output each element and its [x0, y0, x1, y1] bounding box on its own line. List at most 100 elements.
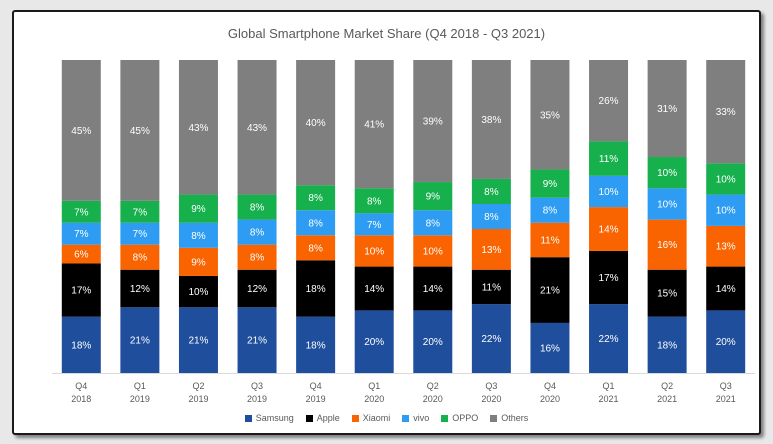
- data-label: 10%: [716, 174, 736, 185]
- chart-legend: Samsung Apple Xiaomi vivo OPPO Others: [0, 413, 773, 423]
- data-label: 17%: [599, 273, 619, 284]
- data-label: 40%: [306, 118, 326, 129]
- data-label: 10%: [657, 168, 677, 179]
- bar-segment-others: [647, 60, 687, 158]
- data-label: 20%: [364, 337, 384, 348]
- bar-segment-others: [706, 60, 746, 164]
- bar-segment-others: [354, 60, 394, 189]
- data-label: 20%: [423, 337, 443, 348]
- bar-segment-apple: [706, 266, 746, 311]
- x-tick-label-year: 2020: [364, 394, 384, 404]
- data-label: 22%: [481, 334, 501, 345]
- bar-segment-apple: [647, 269, 687, 317]
- bar-segment-vivo: [706, 194, 746, 226]
- bar-segment-oppo: [530, 169, 570, 198]
- data-label: 43%: [188, 123, 208, 134]
- x-tick-label-quarter: Q1: [368, 381, 380, 391]
- data-label: 10%: [657, 199, 677, 210]
- bar-segment-others: [413, 60, 453, 183]
- bar-segment-samsung: [354, 310, 394, 373]
- x-tick-label-quarter: Q3: [720, 381, 732, 391]
- chart-title: Global Smartphone Market Share (Q4 2018 …: [227, 26, 546, 41]
- data-label: 14%: [364, 284, 384, 295]
- data-label: 41%: [364, 120, 384, 131]
- bar-segment-samsung: [178, 307, 218, 373]
- bar-segment-samsung: [589, 304, 629, 373]
- data-label: 11%: [599, 154, 618, 165]
- bar-segment-others: [589, 60, 629, 142]
- legend-item-xiaomi: Xiaomi: [351, 413, 390, 423]
- data-label: 38%: [481, 115, 501, 126]
- bar-segment-samsung: [471, 304, 511, 373]
- legend-item-apple: Apple: [305, 413, 340, 423]
- bar-segment-xiaomi: [178, 247, 218, 276]
- data-label: 8%: [250, 253, 265, 264]
- legend-label: Others: [501, 413, 529, 423]
- data-label: 45%: [71, 126, 91, 137]
- bar-segment-vivo: [589, 175, 629, 208]
- bar-segment-vivo: [237, 219, 277, 245]
- bar-segment-xiaomi: [471, 229, 511, 270]
- bar-segment-xiaomi: [120, 244, 160, 270]
- data-label: 7%: [133, 229, 148, 240]
- data-label: 7%: [74, 229, 89, 240]
- bar-segment-xiaomi: [589, 207, 629, 251]
- data-label: 8%: [426, 218, 441, 229]
- x-tick-label-quarter: Q4: [75, 381, 87, 391]
- bar-segment-xiaomi: [237, 244, 277, 270]
- legend-swatch: [490, 414, 498, 422]
- bar-segment-oppo: [413, 182, 453, 211]
- data-label: 14%: [599, 225, 619, 236]
- legend-label: Apple: [316, 413, 340, 423]
- legend-label: Samsung: [255, 413, 294, 423]
- bar-segment-others: [61, 60, 101, 201]
- data-label: 10%: [599, 187, 619, 198]
- x-tick-label-quarter: Q1: [134, 381, 146, 391]
- data-label: 14%: [716, 284, 736, 295]
- data-label: 9%: [543, 179, 558, 190]
- bar-segment-xiaomi: [647, 219, 687, 270]
- data-label: 7%: [74, 207, 89, 218]
- bar-segment-vivo: [296, 210, 336, 236]
- data-label: 13%: [481, 245, 501, 256]
- data-label: 31%: [657, 104, 677, 115]
- bar-segment-apple: [530, 257, 570, 323]
- x-tick-label-quarter: Q2: [661, 381, 673, 391]
- bar-segment-samsung: [237, 307, 277, 373]
- bar-segment-oppo: [120, 200, 160, 223]
- data-label: 8%: [308, 218, 323, 229]
- data-label: 9%: [191, 204, 206, 215]
- x-tick-label-quarter: Q4: [544, 381, 556, 391]
- x-tick-label-year: 2018: [71, 394, 91, 404]
- x-tick-label-year: 2020: [423, 394, 443, 404]
- x-tick-label-year: 2021: [716, 394, 736, 404]
- data-label: 21%: [188, 336, 208, 347]
- data-label: 12%: [130, 284, 150, 295]
- bar-segment-xiaomi: [61, 244, 101, 264]
- data-label: 21%: [130, 336, 150, 347]
- data-label: 7%: [367, 220, 382, 231]
- x-tick-label-quarter: Q3: [251, 381, 263, 391]
- data-label: 8%: [484, 212, 499, 223]
- x-tick-label-year: 2019: [130, 394, 150, 404]
- bar-segment-xiaomi: [354, 235, 394, 267]
- bar-segment-samsung: [413, 310, 453, 373]
- bar-segment-others: [120, 60, 160, 201]
- data-label: 22%: [599, 334, 619, 345]
- data-label: 8%: [133, 253, 148, 264]
- data-label: 8%: [191, 231, 206, 242]
- bar-segment-others: [471, 60, 511, 179]
- legend-swatch: [402, 414, 410, 422]
- bar-segment-vivo: [413, 210, 453, 236]
- bar-segment-oppo: [589, 141, 629, 176]
- data-label: 8%: [543, 206, 558, 217]
- legend-item-oppo: OPPO: [441, 413, 478, 423]
- data-label: 33%: [716, 107, 736, 118]
- x-tick-label-year: 2020: [540, 394, 560, 404]
- bar-segment-oppo: [296, 185, 336, 211]
- data-label: 10%: [716, 206, 736, 217]
- x-tick-label-quarter: Q2: [192, 381, 204, 391]
- data-label: 18%: [71, 340, 91, 351]
- legend-item-others: Others: [490, 413, 528, 423]
